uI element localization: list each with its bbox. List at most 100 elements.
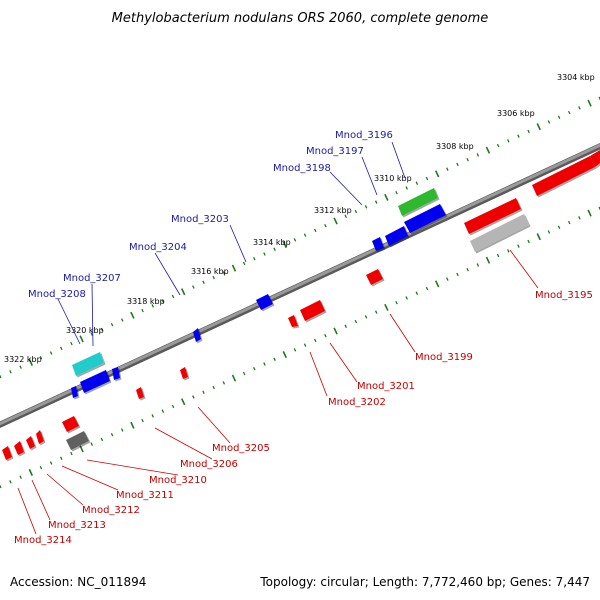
gene-feature[interactable] <box>80 370 110 393</box>
gene-label-mnod-3210[interactable]: Mnod_3210 <box>149 475 207 486</box>
minor-tick <box>90 442 94 446</box>
major-tick <box>333 327 338 335</box>
minor-tick <box>49 461 53 465</box>
minor-tick <box>110 432 114 437</box>
gene-label-mnod-3203[interactable]: Mnod_3203 <box>171 214 229 225</box>
gene-label-mnod-3207[interactable]: Mnod_3207 <box>63 273 121 284</box>
minor-tick <box>263 362 266 366</box>
gene-feature[interactable] <box>136 387 144 399</box>
minor-tick <box>466 267 469 272</box>
minor-tick <box>476 263 480 267</box>
gene-feature[interactable] <box>71 386 78 398</box>
genome-summary-text: Topology: circular; Length: 7,772,460 bp… <box>259 575 590 589</box>
minor-tick <box>19 365 22 369</box>
gene-label-mnod-3195[interactable]: Mnod_3195 <box>535 290 593 301</box>
gene-feature[interactable] <box>193 328 201 342</box>
gene-feature[interactable] <box>288 315 298 327</box>
minor-tick <box>273 357 276 362</box>
gene-feature[interactable] <box>590 150 600 167</box>
minor-tick <box>496 253 500 258</box>
tick-label-3316: 3316 kbp <box>191 267 229 276</box>
minor-tick <box>364 315 368 319</box>
minor-tick <box>476 153 480 157</box>
minor-tick <box>395 190 398 195</box>
forward-strand-genes <box>71 188 446 398</box>
minor-tick <box>415 181 419 185</box>
gene-label-mnod-3201[interactable]: Mnod_3201 <box>357 381 415 392</box>
minor-tick <box>192 395 195 399</box>
minor-tick <box>212 385 215 390</box>
minor-tick <box>374 310 378 314</box>
gene-feature[interactable] <box>366 269 383 285</box>
gene-label-mnod-3211[interactable]: Mnod_3211 <box>116 490 174 501</box>
gene-label-mnod-3202[interactable]: Mnod_3202 <box>328 397 386 408</box>
minor-tick <box>100 327 104 332</box>
minor-tick <box>527 239 530 244</box>
minor-tick <box>527 129 530 134</box>
gene-feature[interactable] <box>470 214 529 252</box>
minor-tick <box>19 475 22 479</box>
minor-tick <box>0 374 2 379</box>
major-tick <box>384 193 389 201</box>
minor-tick <box>313 338 317 343</box>
gene-label-mnod-3214[interactable]: Mnod_3214 <box>14 535 72 546</box>
minor-tick <box>70 341 73 346</box>
minor-tick <box>517 244 520 248</box>
gene-feature[interactable] <box>398 188 438 216</box>
gene-label-mnod-3213[interactable]: Mnod_3213 <box>48 520 106 531</box>
major-tick <box>434 280 440 288</box>
gene-feature[interactable] <box>72 352 104 376</box>
gene-feature[interactable] <box>62 416 79 432</box>
gene-label-mnod-3204[interactable]: Mnod_3204 <box>129 242 187 253</box>
minor-tick <box>90 332 94 336</box>
minor-tick <box>141 308 144 313</box>
gene-label-mnod-3197[interactable]: Mnod_3197 <box>306 146 364 157</box>
gene-feature[interactable] <box>66 431 89 450</box>
tick-label-3306: 3306 kbp <box>497 109 535 118</box>
gene-feature[interactable] <box>180 367 188 379</box>
minor-tick <box>253 256 256 261</box>
gene-label-mnod-3196[interactable]: Mnod_3196 <box>335 130 393 141</box>
major-tick <box>28 358 33 366</box>
gene-feature[interactable] <box>404 204 446 233</box>
minor-tick <box>466 157 469 162</box>
minor-tick <box>567 110 571 115</box>
minor-tick <box>151 304 154 308</box>
gene-feature[interactable] <box>2 446 12 460</box>
gene-feature[interactable] <box>256 294 273 310</box>
minor-tick <box>60 456 63 461</box>
gene-label-mnod-3199[interactable]: Mnod_3199 <box>415 352 473 363</box>
minor-tick <box>405 296 408 300</box>
minor-tick <box>517 134 520 138</box>
gene-feature[interactable] <box>532 156 595 196</box>
gene-label-mnod-3206[interactable]: Mnod_3206 <box>180 459 238 470</box>
gene-label-mnod-3198[interactable]: Mnod_3198 <box>273 163 331 174</box>
minor-tick <box>324 333 327 338</box>
tick-track-reverse <box>0 206 600 489</box>
gene-feature[interactable] <box>112 367 120 380</box>
minor-tick <box>507 139 510 143</box>
tick-label-3318: 3318 kbp <box>127 297 165 306</box>
tick-label-3322: 3322 kbp <box>4 355 42 364</box>
gene-feature[interactable] <box>464 198 521 234</box>
gene-feature[interactable] <box>14 441 24 455</box>
minor-tick <box>161 409 165 413</box>
gene-feature[interactable] <box>372 237 384 251</box>
reverse-strand-genes <box>2 150 600 460</box>
gene-feature[interactable] <box>36 430 44 444</box>
minor-tick <box>415 291 419 295</box>
minor-tick <box>192 285 195 289</box>
gene-feature[interactable] <box>26 436 35 449</box>
gene-label-mnod-3212[interactable]: Mnod_3212 <box>82 505 140 516</box>
minor-tick <box>364 205 368 209</box>
minor-tick <box>222 381 226 385</box>
minor-tick <box>425 176 429 181</box>
minor-tick <box>49 351 53 355</box>
gene-feature[interactable] <box>300 300 325 321</box>
gene-label-mnod-3205[interactable]: Mnod_3205 <box>212 443 270 454</box>
minor-tick <box>161 299 165 303</box>
major-tick <box>587 99 592 107</box>
gene-feature[interactable] <box>385 226 408 246</box>
gene-label-mnod-3208[interactable]: Mnod_3208 <box>28 289 86 300</box>
